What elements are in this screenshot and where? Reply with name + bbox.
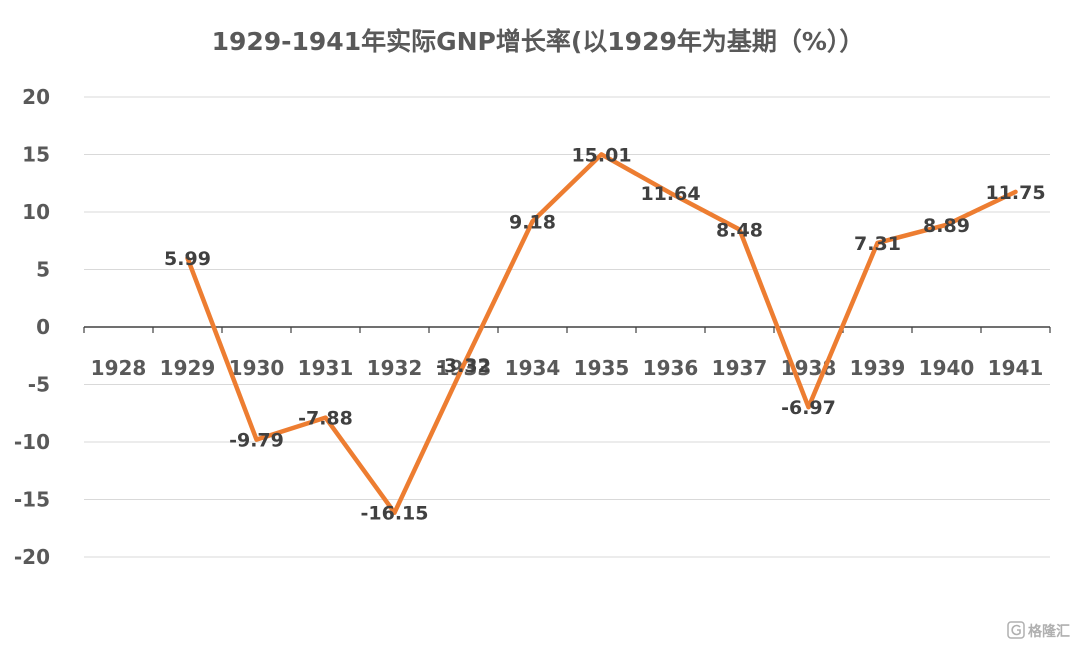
data-label: 9.18 bbox=[509, 211, 556, 233]
x-tick-label: 1940 bbox=[919, 356, 975, 380]
x-tick-label: 1939 bbox=[850, 356, 906, 380]
x-tick-label: 1937 bbox=[712, 356, 768, 380]
y-tick-label: 10 bbox=[22, 200, 50, 224]
series-layer bbox=[185, 152, 1018, 515]
y-axis-ticks: 20 15 10 5 0 -5 -10 -15 -20 bbox=[14, 85, 50, 569]
data-label: 5.99 bbox=[164, 248, 211, 270]
data-point bbox=[944, 222, 949, 227]
data-point bbox=[1013, 189, 1018, 194]
gridlines bbox=[84, 96, 1050, 558]
data-label: 11.75 bbox=[985, 182, 1045, 204]
watermark-text: 格隆汇 bbox=[1028, 623, 1070, 640]
data-point bbox=[668, 191, 673, 196]
y-tick-label: -15 bbox=[14, 488, 50, 512]
data-label: 8.48 bbox=[716, 219, 763, 241]
x-tick-label: 1929 bbox=[160, 356, 216, 380]
x-axis-ticks: 1928 1929 1930 1931 1932 1933 1934 1935 1936 1937… bbox=[91, 356, 1044, 380]
y-tick-label: 5 bbox=[36, 258, 50, 282]
y-tick-label: 0 bbox=[36, 315, 50, 339]
x-tick-label: 1928 bbox=[91, 356, 147, 380]
y-tick-label: -10 bbox=[14, 430, 50, 454]
data-point bbox=[323, 415, 328, 420]
data-label: 8.89 bbox=[923, 215, 970, 237]
data-point bbox=[806, 405, 811, 410]
data-point bbox=[461, 363, 466, 368]
x-tick-label: 1934 bbox=[505, 356, 561, 380]
x-axis bbox=[83, 326, 1051, 333]
data-point bbox=[254, 437, 259, 442]
data-label: 15.01 bbox=[571, 144, 631, 166]
data-label: 11.64 bbox=[640, 183, 700, 205]
data-label: -3.32 bbox=[436, 355, 491, 377]
y-tick-label: -20 bbox=[14, 545, 50, 569]
x-tick-label: 1936 bbox=[643, 356, 699, 380]
x-tick-label: 1932 bbox=[367, 356, 423, 380]
x-tick-label: 1941 bbox=[988, 356, 1044, 380]
x-tick-label: 1935 bbox=[574, 356, 630, 380]
chart-title: 1929-1941年实际GNP增长率(以1929年为基期（%）） bbox=[212, 27, 865, 56]
data-point bbox=[530, 219, 535, 224]
data-point bbox=[185, 256, 190, 261]
x-tick-label: 1930 bbox=[229, 356, 285, 380]
data-point bbox=[737, 227, 742, 232]
data-label: 7.31 bbox=[854, 233, 901, 255]
data-labels: 5.99 -9.79 -7.88 -16.15 -3.32 9.18 15.01 11.64 8… bbox=[164, 144, 1046, 524]
y-tick-label: -5 bbox=[28, 373, 50, 397]
y-tick-label: 15 bbox=[22, 143, 50, 167]
y-tick-label: 20 bbox=[22, 85, 50, 109]
data-label: -6.97 bbox=[781, 397, 836, 419]
data-label: -16.15 bbox=[361, 503, 429, 525]
x-tick-label: 1931 bbox=[298, 356, 354, 380]
data-label: -9.79 bbox=[229, 430, 284, 452]
data-point bbox=[392, 510, 397, 515]
data-point bbox=[875, 240, 880, 245]
watermark: 格隆汇 bbox=[1007, 621, 1070, 640]
data-label: -7.88 bbox=[298, 408, 353, 430]
brand-logo-icon bbox=[1007, 621, 1025, 639]
series-line bbox=[185, 152, 1018, 515]
data-point bbox=[599, 152, 604, 157]
